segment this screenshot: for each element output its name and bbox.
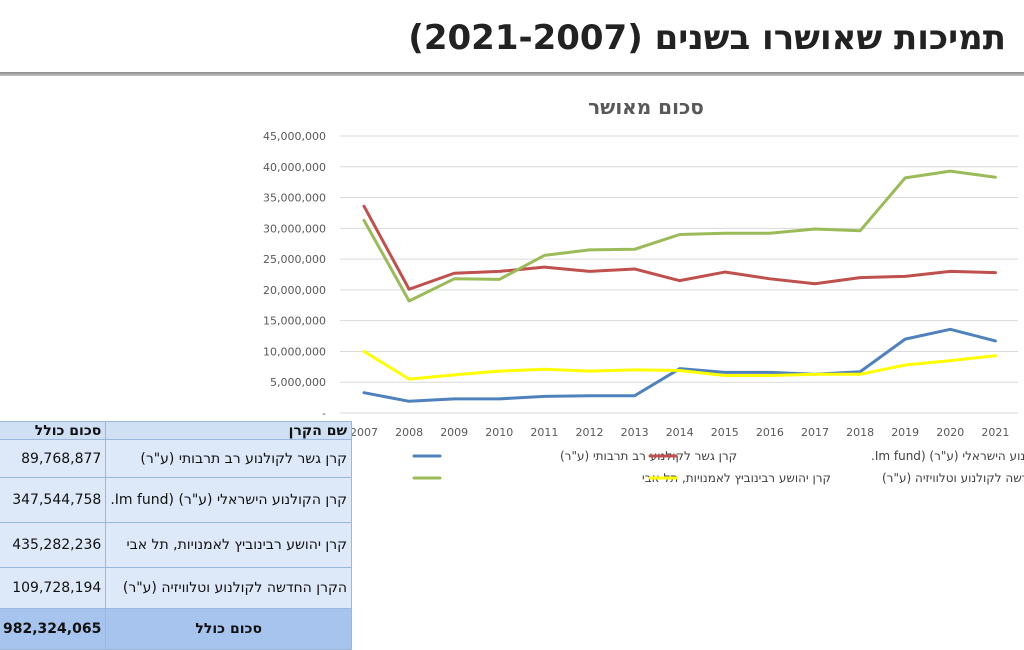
y-tick-label: 45,000,000: [263, 130, 326, 143]
x-tick-label: 2008: [395, 426, 423, 439]
series-line-2: [362, 204, 997, 291]
row-fund-name: קרן יהושע רבינוביץ לאמנויות, תל אבי: [105, 522, 353, 568]
funds-summary-table: סכום כולל שם הקרן 89,768,877 קרן גשר לקו…: [0, 421, 353, 650]
slide-title: תמיכות שאושרו בשנים (2021-2007): [408, 18, 1006, 58]
table-row: 435,282,236 קרן יהושע רבינוביץ לאמנויות,…: [0, 522, 353, 568]
x-tick-label: 2010: [485, 426, 513, 439]
legend-label: קרן הקולנוע הישראלי (ע"ר) (Im fund.: [871, 449, 1024, 463]
row-fund-name: הקרן החדשה לקולנוע וטלוויזיה (ע"ר): [105, 567, 353, 609]
series-line-3: [362, 169, 997, 303]
x-tick-label: 2015: [711, 426, 739, 439]
line-chart: סכום מאושר - 5,000,000 10,000,000 15,000,00…: [263, 95, 1024, 485]
table-row: 109,728,194 הקרן החדשה לקולנוע וטלוויזיה…: [0, 567, 353, 609]
x-tick-label: 2021: [981, 426, 1009, 439]
header-fund-name: שם הקרן: [105, 421, 353, 440]
x-tick-label: 2007: [350, 426, 378, 439]
table-row: 89,768,877 קרן גשר לקולנוע רב תרבותי (ע"…: [0, 439, 353, 478]
x-tick-label: 2009: [440, 426, 468, 439]
legend-label: קרן יהושע רבינוביץ לאמנויות, תל אבי: [642, 471, 831, 485]
legend-label: הקרן החדשה לקולנוע וטלוויזיה (ע"ר): [882, 471, 1024, 485]
chart-title: סכום מאושר: [588, 95, 704, 119]
table-header-row: סכום כולל שם הקרן: [0, 421, 353, 440]
row-sum: 347,544,758: [0, 477, 107, 523]
header-total-sum: סכום כולל: [0, 421, 107, 440]
y-tick-label: 40,000,000: [263, 161, 326, 174]
series-line-4: [362, 349, 997, 381]
y-tick-label: 35,000,000: [263, 192, 326, 205]
y-tick-label: 20,000,000: [263, 284, 326, 297]
x-tick-label: 2018: [846, 426, 874, 439]
row-sum: 89,768,877: [0, 439, 107, 478]
table-total-row: 982,324,065 סכום כולל: [0, 608, 353, 650]
x-tick-label: 2013: [621, 426, 649, 439]
y-tick-label: 5,000,000: [270, 376, 326, 389]
total-sum: 982,324,065: [0, 608, 107, 650]
row-sum: 109,728,194: [0, 567, 107, 609]
title-divider: [0, 72, 1024, 76]
table-row: 347,544,758 קרן הקולנוע הישראלי (ע"ר) (I…: [0, 477, 353, 523]
row-fund-name: קרן הקולנוע הישראלי (ע"ר) (Im fund.: [105, 477, 353, 523]
x-tick-label: 2017: [801, 426, 829, 439]
y-tick-label: 15,000,000: [263, 315, 326, 328]
total-label: סכום כולל: [105, 608, 353, 650]
series-line-1: [362, 327, 997, 403]
x-tick-label: 2020: [936, 426, 964, 439]
row-sum: 435,282,236: [0, 522, 107, 568]
x-tick-label: 2014: [666, 426, 694, 439]
y-tick-label: 30,000,000: [263, 222, 326, 235]
y-tick-label: 25,000,000: [263, 253, 326, 266]
y-tick-label: -: [322, 407, 326, 420]
x-tick-label: 2012: [576, 426, 604, 439]
x-tick-label: 2016: [756, 426, 784, 439]
row-fund-name: קרן גשר לקולנוע רב תרבותי (ע"ר): [105, 439, 353, 478]
y-tick-label: 10,000,000: [263, 345, 326, 358]
x-tick-label: 2019: [891, 426, 919, 439]
x-tick-label: 2011: [530, 426, 558, 439]
